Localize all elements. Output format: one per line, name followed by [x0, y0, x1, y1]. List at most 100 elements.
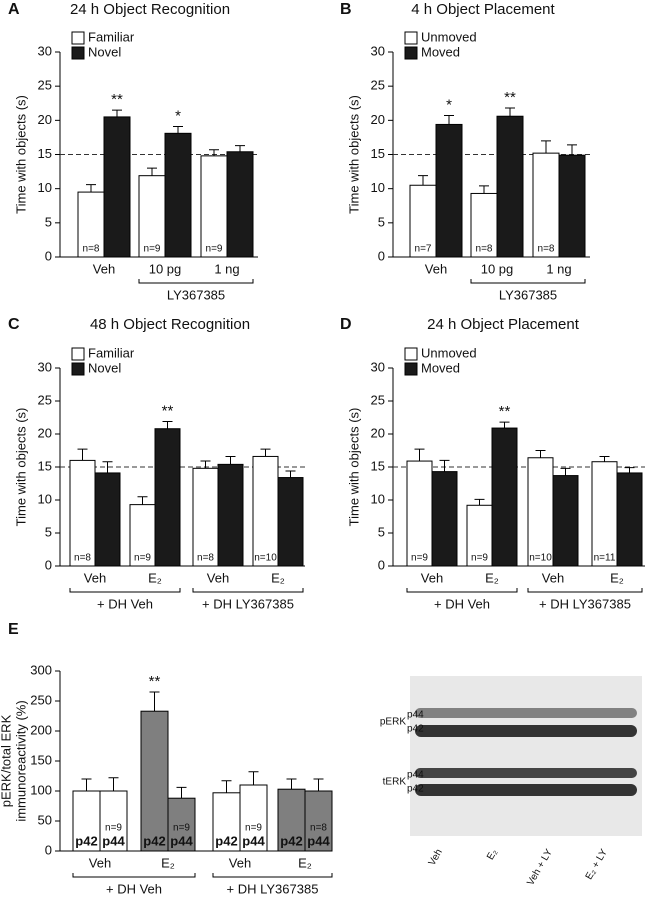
x-tick-label: Veh [207, 570, 229, 585]
legend-swatch [71, 362, 85, 376]
legend-swatch [404, 347, 418, 361]
bar-label: p42 [75, 833, 97, 848]
bar [616, 472, 643, 567]
n-label: n=9 [134, 553, 151, 564]
error-bar [313, 778, 324, 791]
n-label: n=8 [83, 244, 100, 255]
n-label: n=10 [529, 553, 552, 564]
bar [277, 477, 304, 567]
error-bar [444, 115, 454, 125]
bar [167, 797, 196, 852]
y-tick-label: 30 [38, 359, 52, 374]
x-tick-label: Veh [542, 570, 564, 585]
group-bracket [470, 279, 586, 284]
error-bar [137, 496, 148, 505]
legend-label: Moved [421, 360, 460, 375]
n-label: n=8 [310, 823, 327, 834]
error-bar [474, 498, 485, 506]
bar [406, 460, 433, 567]
error-bar [102, 461, 113, 473]
blot-background [410, 676, 642, 836]
y-tick-label: 250 [30, 692, 52, 707]
error-bar [624, 467, 635, 473]
blot-lane-label: E₂ [485, 847, 500, 862]
n-label: n=8 [74, 553, 91, 564]
legend-label: Familiar [88, 29, 135, 44]
bar [154, 428, 181, 567]
group-label: + DH Veh [106, 881, 162, 896]
error-bar [112, 109, 122, 117]
n-label: n=8 [538, 244, 555, 255]
x-tick-label: Veh [93, 261, 115, 276]
significance: * [446, 97, 452, 114]
error-bar [77, 448, 88, 461]
n-label: n=9 [173, 823, 190, 834]
y-tick-label: 15 [371, 146, 385, 161]
error-bar [479, 185, 489, 194]
y-tick-label: 5 [378, 214, 385, 229]
error-bar [439, 459, 450, 472]
bar [409, 184, 437, 258]
bar [466, 504, 493, 567]
group-label: + DH Veh [434, 596, 490, 611]
y-tick-label: 25 [371, 392, 385, 407]
y-tick-label: 30 [38, 43, 52, 58]
error-bar [108, 777, 119, 791]
chart-title: 24 h Object Recognition [70, 1, 230, 18]
legend-swatch [71, 46, 85, 60]
blot-band-label: p42 [407, 724, 424, 735]
bar-label: p44 [242, 833, 265, 848]
n-label: n=11 [594, 553, 616, 564]
bar [304, 790, 333, 852]
y-tick-label: 10 [371, 491, 385, 506]
blot-band-label: p42 [407, 784, 424, 795]
bar [69, 459, 96, 567]
error-bar [505, 107, 515, 117]
bar [527, 457, 554, 567]
blot-band-label: p44 [407, 710, 424, 721]
group-bracket [527, 588, 643, 593]
bar [192, 467, 219, 567]
bar [217, 463, 244, 567]
blot-row-label: tERK [383, 777, 407, 788]
legend-label: Moved [421, 44, 460, 59]
bar-label: p44 [170, 833, 193, 848]
legend-label: Unmoved [421, 345, 477, 360]
bar [591, 461, 618, 567]
error-bar [81, 778, 92, 791]
bar-label: p42 [280, 833, 302, 848]
y-axis-title: pERK/total ERK [0, 714, 13, 807]
x-tick-label: 10 pg [481, 261, 514, 276]
error-bar [414, 448, 425, 462]
significance: * [175, 107, 181, 124]
x-tick-label: Veh [229, 855, 251, 870]
chart-title: 24 h Object Placement [427, 316, 580, 333]
legend-label: Unmoved [421, 29, 477, 44]
y-tick-label: 300 [30, 662, 52, 677]
bar [552, 475, 579, 567]
bar [103, 116, 131, 258]
legend-label: Novel [88, 44, 121, 59]
legend-label: Familiar [88, 345, 135, 360]
legend-swatch [404, 46, 418, 60]
n-label: n=10 [254, 553, 277, 564]
significance: ** [499, 403, 511, 420]
bar [435, 123, 463, 258]
bar [491, 427, 518, 567]
error-bar [162, 420, 173, 429]
n-label: n=9 [105, 823, 122, 834]
bar [558, 154, 586, 258]
y-tick-label: 0 [45, 557, 52, 572]
bar [226, 151, 254, 258]
blot-lane-label: E₂ + LY [584, 847, 610, 882]
group-label: LY367385 [499, 287, 557, 302]
n-label: n=8 [476, 244, 493, 255]
error-bar [285, 470, 296, 478]
y-tick-label: 20 [38, 425, 52, 440]
error-bar [560, 467, 571, 476]
y-tick-label: 15 [371, 458, 385, 473]
n-label: n=7 [415, 244, 432, 255]
error-bar [599, 455, 610, 462]
error-bar [286, 778, 297, 790]
error-bar [86, 184, 96, 193]
